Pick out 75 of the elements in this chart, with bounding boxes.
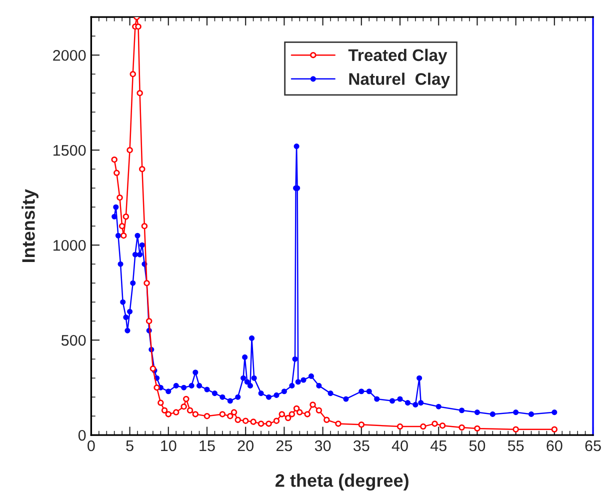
point	[293, 405, 300, 412]
point	[296, 409, 303, 416]
x-tick-label: 0	[88, 440, 95, 452]
point	[146, 318, 152, 324]
y-tick-label: 0	[78, 430, 86, 441]
point	[192, 411, 199, 418]
point	[396, 423, 404, 430]
point	[250, 418, 256, 425]
x-tick-label: 25	[276, 440, 292, 452]
point	[234, 416, 242, 424]
point	[154, 384, 160, 391]
point	[165, 411, 172, 418]
legend-label: Treated Clay	[348, 48, 448, 64]
point	[150, 365, 156, 372]
x-tick-label: 60	[546, 440, 562, 452]
point	[512, 426, 519, 433]
point	[432, 420, 438, 427]
point	[114, 170, 120, 176]
point	[186, 407, 194, 414]
point	[284, 414, 292, 422]
point	[335, 420, 342, 427]
x-tick-label: 35	[353, 440, 370, 452]
point	[551, 426, 558, 433]
point	[111, 156, 118, 163]
point	[122, 213, 130, 220]
point	[242, 418, 249, 424]
point	[420, 423, 426, 430]
point	[474, 425, 480, 432]
y-tick-label: 500	[61, 334, 86, 346]
point	[358, 422, 365, 428]
point	[120, 232, 127, 239]
x-tick-label: 20	[238, 440, 254, 452]
x-tick-label: 10	[161, 440, 176, 452]
point	[273, 418, 280, 424]
point	[126, 146, 133, 154]
point	[116, 194, 123, 201]
y-axis-title: Intensity	[22, 189, 38, 262]
x-tick-label: 40	[392, 440, 408, 452]
point	[304, 411, 310, 418]
point	[136, 90, 143, 96]
y-tick-label: 1500	[54, 144, 86, 156]
point	[183, 396, 190, 402]
point	[230, 409, 238, 416]
x-tick-label: 30	[314, 440, 331, 452]
point	[458, 424, 465, 431]
point	[130, 70, 136, 78]
point	[439, 422, 446, 429]
point	[204, 412, 210, 420]
point	[288, 411, 296, 418]
y-tick-label: 1000	[54, 240, 86, 251]
point	[278, 411, 286, 418]
x-tick-label: 55	[508, 440, 524, 452]
point	[139, 166, 146, 172]
point	[227, 412, 234, 420]
point	[118, 222, 126, 230]
legend-label: Naturel Clay	[349, 72, 450, 88]
point	[141, 222, 148, 230]
point	[266, 420, 272, 427]
point	[310, 402, 316, 408]
x-tick-label: 15	[200, 440, 215, 452]
point	[316, 407, 322, 414]
point	[161, 407, 168, 414]
x-axis-title: 2 theta (degree)	[276, 474, 408, 491]
x-tick-label: 65	[585, 440, 601, 452]
point	[219, 411, 226, 418]
point	[258, 420, 264, 427]
x-tick-label: 5	[126, 440, 134, 452]
point	[135, 23, 142, 30]
point	[158, 400, 164, 406]
x-tick-label: 50	[469, 440, 486, 452]
x-tick-label: 45	[430, 440, 446, 452]
y-tick-label: 2000	[53, 50, 86, 61]
point	[324, 416, 330, 424]
point	[172, 409, 180, 416]
point	[180, 403, 187, 410]
